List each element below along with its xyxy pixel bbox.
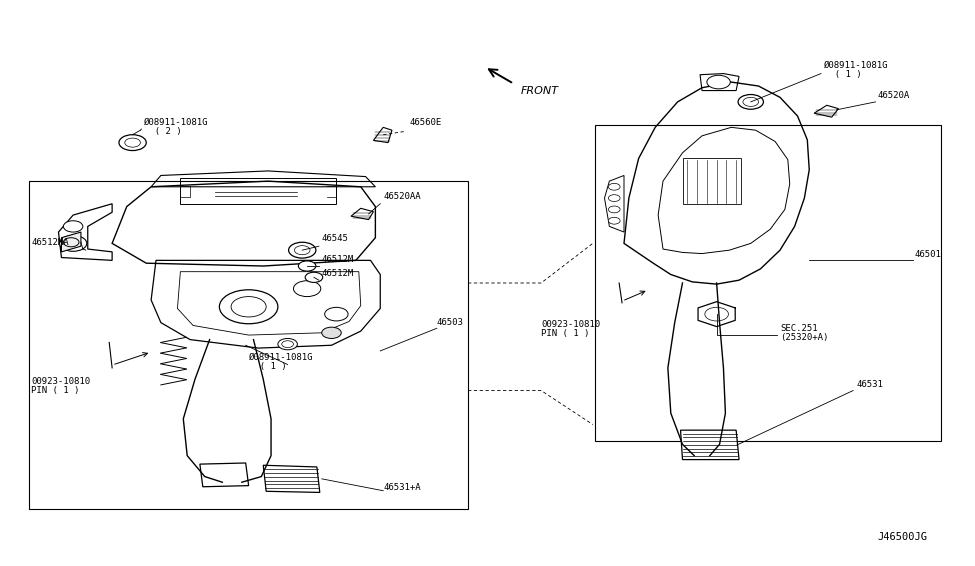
Polygon shape: [814, 105, 838, 117]
Text: 46512M: 46512M: [322, 255, 354, 264]
Circle shape: [743, 97, 759, 106]
Circle shape: [219, 290, 278, 324]
Text: PIN ( 1 ): PIN ( 1 ): [31, 386, 80, 395]
Circle shape: [608, 183, 620, 190]
Circle shape: [608, 217, 620, 224]
Circle shape: [289, 242, 316, 258]
Circle shape: [738, 95, 763, 109]
Polygon shape: [263, 465, 320, 492]
Circle shape: [322, 327, 341, 338]
Text: 46531+A: 46531+A: [383, 483, 421, 492]
Text: 00923-10810: 00923-10810: [31, 377, 91, 386]
Text: SEC.251: SEC.251: [780, 324, 818, 333]
Text: 46520AA: 46520AA: [383, 192, 421, 201]
Text: 46503: 46503: [437, 318, 464, 327]
Circle shape: [231, 297, 266, 317]
Text: ( 1 ): ( 1 ): [824, 70, 862, 79]
Circle shape: [63, 221, 83, 232]
Circle shape: [608, 206, 620, 213]
Circle shape: [298, 261, 316, 271]
Circle shape: [707, 75, 730, 89]
Circle shape: [325, 307, 348, 321]
Text: 46545: 46545: [322, 234, 349, 243]
Circle shape: [119, 135, 146, 151]
Text: 46512MA: 46512MA: [31, 238, 69, 247]
Text: 46512M: 46512M: [322, 269, 354, 278]
Circle shape: [293, 281, 321, 297]
Text: 46501: 46501: [915, 250, 942, 259]
Circle shape: [305, 272, 323, 282]
Text: (25320+A): (25320+A): [780, 333, 829, 342]
Polygon shape: [61, 232, 81, 252]
Circle shape: [63, 238, 79, 247]
Text: 46531: 46531: [856, 380, 883, 389]
Polygon shape: [200, 463, 249, 487]
Text: J46500JG: J46500JG: [878, 532, 927, 542]
Circle shape: [282, 341, 293, 348]
Text: 00923-10810: 00923-10810: [541, 320, 601, 329]
Text: Ø08911-1081G: Ø08911-1081G: [824, 61, 888, 70]
Polygon shape: [351, 208, 373, 220]
Circle shape: [294, 246, 310, 255]
Circle shape: [705, 307, 728, 321]
Text: PIN ( 1 ): PIN ( 1 ): [541, 329, 590, 338]
Text: ( 2 ): ( 2 ): [144, 127, 182, 136]
Polygon shape: [681, 430, 739, 460]
Text: Ø08911-1081G: Ø08911-1081G: [249, 353, 313, 362]
Text: 46560E: 46560E: [410, 118, 442, 127]
Text: 46520A: 46520A: [878, 91, 910, 100]
Text: ( 1 ): ( 1 ): [249, 362, 287, 371]
Circle shape: [59, 235, 87, 251]
Circle shape: [278, 338, 297, 350]
Polygon shape: [373, 127, 392, 143]
Text: FRONT: FRONT: [521, 86, 559, 96]
Circle shape: [125, 138, 140, 147]
Text: Ø08911-1081G: Ø08911-1081G: [144, 118, 209, 127]
Circle shape: [608, 195, 620, 201]
